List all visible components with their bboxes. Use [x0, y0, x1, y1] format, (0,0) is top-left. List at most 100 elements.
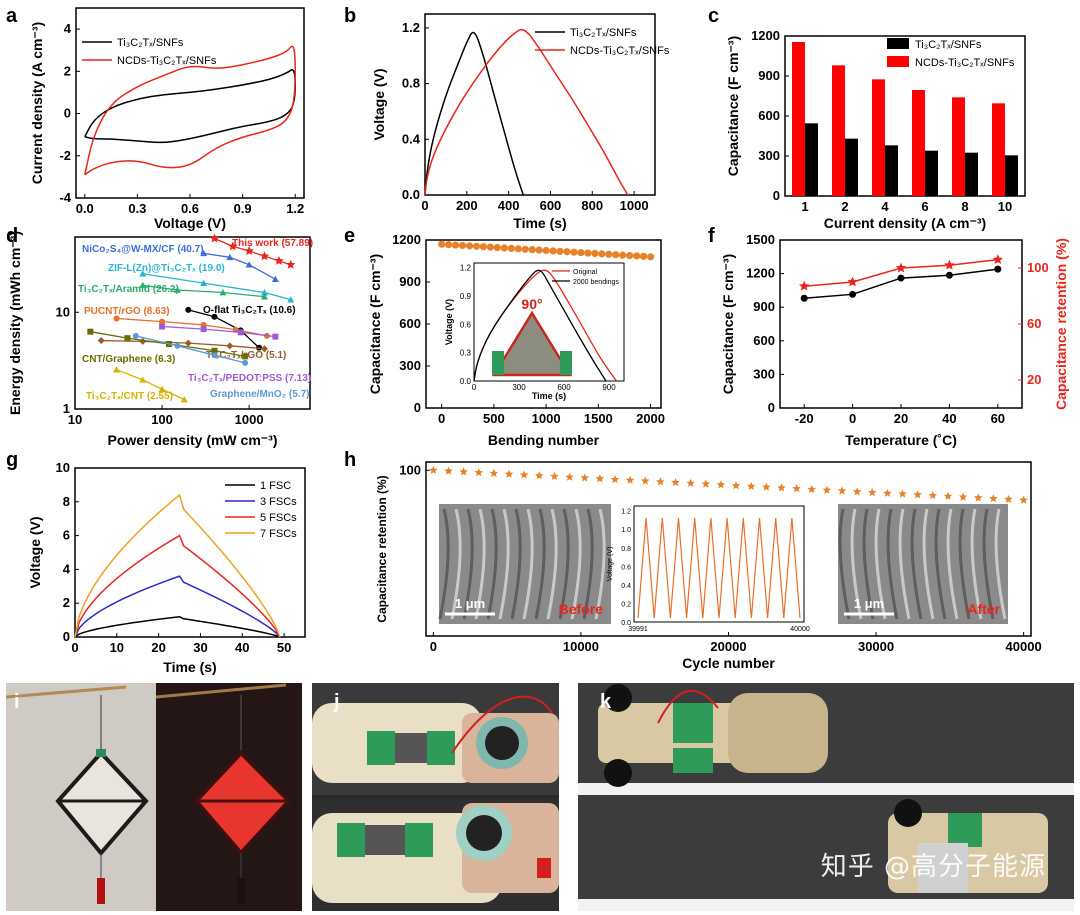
f-y-tick-label: 600 — [753, 333, 775, 348]
e-inset-angle-annotation: 90° — [521, 296, 542, 312]
h-data-point — [565, 472, 574, 481]
e-data-point — [612, 251, 620, 259]
h-x-tick-label: 20000 — [710, 639, 746, 654]
h-sem-after-scale-label: 1 μm — [854, 596, 884, 611]
d-series-3-label: ZIF-L(Zn)@Ti₃C₂Tₓ (19.0) — [108, 263, 225, 274]
d-series-1-point — [285, 259, 296, 269]
h-sem-before-texture — [462, 508, 474, 620]
g-x-tick-label: 0 — [71, 640, 78, 655]
h-sem-after-texture — [946, 508, 959, 620]
c-legend-2-swatch — [887, 56, 909, 67]
d-series-4-point — [173, 286, 181, 293]
h-inset-y-tick-label: 0.8 — [621, 546, 631, 553]
d-series-10-label: Graphene/MnO₂ (5.7) — [210, 389, 309, 400]
h-sem-before-texture — [594, 508, 606, 620]
e-data-point — [514, 245, 522, 253]
d-series-1-point — [244, 245, 254, 256]
e-x-tick-label: 1500 — [584, 411, 613, 426]
h-inset-x-tick-label: 40000 — [790, 626, 810, 633]
d-series-11-point — [139, 376, 147, 383]
e-data-point — [465, 242, 474, 250]
d-series-5-line — [188, 309, 260, 349]
panel-label-d: d — [6, 225, 18, 247]
f-right-y-axis-label: Capacitance retention (%) — [1053, 238, 1069, 410]
h-data-point — [731, 481, 741, 490]
h-data-point — [504, 469, 514, 478]
c-y-axis-label: Capacitance (F cm⁻³) — [725, 36, 741, 176]
b-series-1-line — [424, 31, 524, 196]
h-data-point — [973, 493, 983, 502]
h-data-point — [989, 494, 998, 503]
panel-label-k: k — [600, 691, 612, 713]
h-sem-after-texture — [862, 508, 875, 620]
d-plot-frame — [74, 236, 311, 410]
h-sem-after-texture — [910, 508, 923, 620]
g-series-4-line — [74, 493, 281, 638]
f-x-tick-label: 0 — [849, 411, 856, 426]
c-x-tick-label: 6 — [921, 199, 928, 214]
d-y-axis-label: Energy density (mWh cm⁻³) — [7, 231, 23, 415]
e-data-point — [646, 253, 655, 261]
h-x-tick-label: 40000 — [1006, 639, 1042, 654]
f-series-1-point — [800, 294, 808, 302]
a-legend-1-text: Ti₃C₂Tₓ/SNFs — [117, 37, 184, 49]
photo-wrist-watch — [312, 683, 559, 911]
c-y-tick-label: 1200 — [751, 28, 780, 43]
h-data-point — [595, 474, 605, 483]
h-data-point — [852, 487, 862, 496]
g-series-1-line — [74, 615, 281, 638]
e-inset-y-axis-label: Voltage (V) — [444, 299, 454, 345]
c-y-tick-label: 900 — [758, 68, 780, 83]
f-x-tick-label: -20 — [795, 411, 814, 426]
g-y-tick-label: 2 — [63, 595, 70, 610]
f-y-tick-label: 1500 — [746, 232, 775, 247]
h-data-point — [928, 491, 938, 500]
photo-lantern — [6, 683, 302, 911]
e-data-point — [633, 252, 641, 260]
d-series-3-point — [260, 289, 268, 296]
h-data-point — [792, 484, 801, 493]
f-x-tick-label: 60 — [991, 411, 1005, 426]
h-data-point — [671, 478, 680, 487]
f-x-tick-label: 40 — [942, 411, 956, 426]
d-series-3-point — [200, 279, 208, 286]
b-y-tick-label: 0.0 — [402, 187, 420, 202]
e-inset-y-tick-label: 0.6 — [460, 320, 472, 329]
a-x-axis-label: Voltage (V) — [154, 215, 226, 231]
h-data-point — [913, 490, 922, 499]
h-x-tick-label: 0 — [430, 639, 437, 654]
e-x-tick-label: 2000 — [636, 411, 665, 426]
b-legend-1-text: Ti₃C₂Tₓ/SNFs — [570, 27, 637, 39]
d-series-10-point — [174, 342, 181, 349]
d-series-3-point — [287, 296, 295, 303]
d-series-11-point — [180, 396, 188, 403]
h-x-axis-label: Cycle number — [682, 655, 775, 671]
d-series-9-point — [237, 329, 244, 336]
c-y-tick-label: 0 — [773, 188, 780, 203]
d-series-1-point — [209, 233, 220, 243]
g-y-tick-label: 4 — [63, 561, 71, 576]
h-data-point — [640, 476, 650, 485]
h-data-point — [807, 484, 817, 494]
e-data-point — [542, 246, 550, 255]
h-inset-y-tick-label: 0.6 — [621, 564, 631, 571]
e-x-tick-label: 1000 — [532, 411, 561, 426]
d-series-10-point — [211, 352, 218, 359]
d-series-1-point — [274, 255, 284, 265]
e-data-point — [556, 247, 564, 255]
b-plot-frame — [424, 13, 656, 196]
e-data-point — [619, 251, 627, 259]
d-series-2-point — [245, 261, 253, 268]
e-y-tick-label: 300 — [399, 358, 421, 373]
g-plot-frame — [74, 467, 306, 638]
c-bar-ti3c2tx-4 — [885, 145, 898, 196]
g-x-tick-label: 40 — [235, 640, 249, 655]
d-series-8-point — [242, 353, 249, 360]
g-legend-3-text: 5 FSCs — [260, 512, 297, 524]
d-series-2-point — [200, 249, 208, 257]
c-legend-1-swatch — [887, 38, 909, 49]
h-sem-before-texture — [534, 508, 546, 620]
c-bar-ncds-10 — [992, 103, 1005, 196]
e-data-point — [528, 246, 536, 254]
h-inset-x-tick-label: 39991 — [628, 626, 648, 633]
